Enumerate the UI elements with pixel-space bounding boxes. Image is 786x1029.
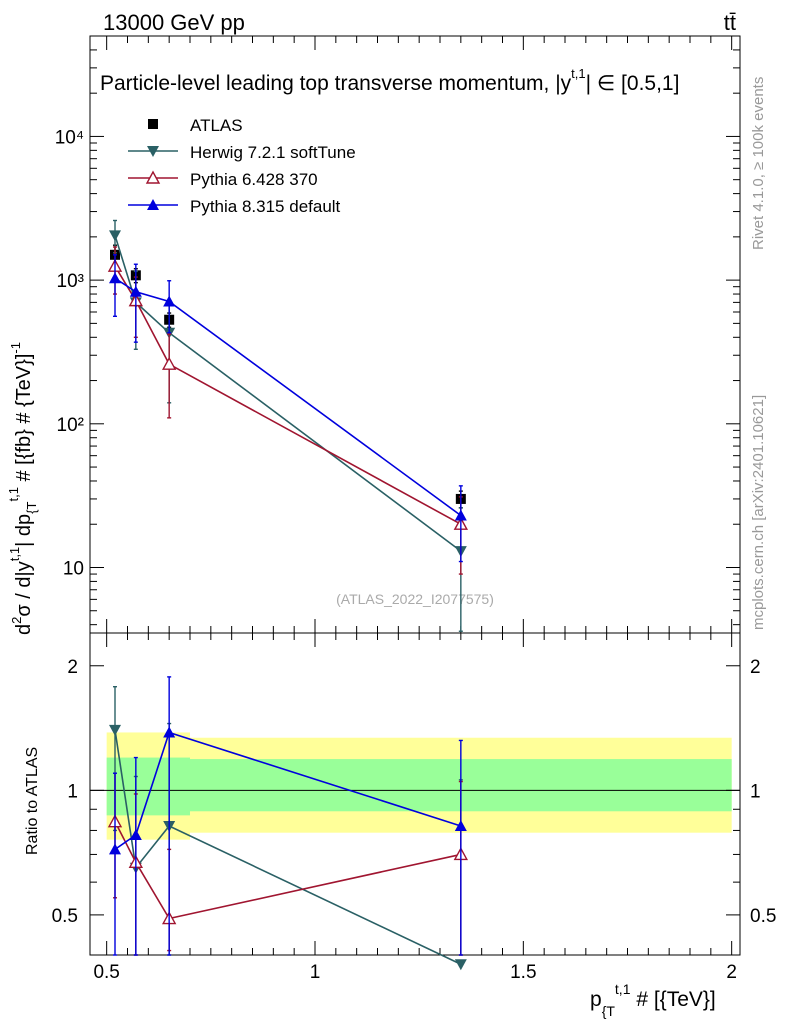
y-tick-label: 10 <box>63 558 84 579</box>
mcplots-label: mcplots.cern.ch [arXiv:2401.10621] <box>750 395 767 630</box>
main-panel: 10 10² 10³ 10⁴ (ATLAS_2022_I2077575) ATLAS Her… <box>55 35 741 634</box>
ylabel-part: {T <box>24 501 39 513</box>
data-point <box>148 119 158 129</box>
title-rest: | ∈ [0.5,1] <box>586 72 680 95</box>
x-tick-label: 0.5 <box>93 962 119 983</box>
uncertainty-band <box>106 757 190 816</box>
y-tick-label: 1 <box>67 781 78 802</box>
title-sym: y <box>561 72 572 95</box>
y-tick-label: 10² <box>57 415 84 436</box>
x-axis-label: p{T t,1 # [{TeV}] <box>590 981 716 1019</box>
x-tick-label: 1.5 <box>510 962 536 983</box>
rivet-label: Rivet 4.1.0, ≥ 100k events <box>750 77 767 250</box>
data-point <box>109 272 121 284</box>
ratio-panel: 0.5 0.5 1 1 2 2 0.5 1 1.5 2 <box>52 632 776 983</box>
series-line <box>114 731 462 851</box>
x-tick-label: 1 <box>310 962 321 983</box>
y-tick-label: 0.5 <box>52 906 78 927</box>
y-tick-label: 10³ <box>57 271 84 292</box>
y-tick-label-right: 1 <box>750 781 761 802</box>
data-point <box>129 828 142 840</box>
ylabel-part: t,1 <box>6 487 21 501</box>
ylabel-part: t,1 <box>7 547 22 561</box>
ylabel-part: σ / d|y <box>13 561 35 616</box>
data-point <box>109 724 121 736</box>
main-frame <box>89 35 741 634</box>
series-line <box>114 277 462 517</box>
legend: ATLAS Herwig 7.2.1 softTune Pythia 6.428 3… <box>128 116 356 216</box>
ratio-frame <box>89 632 741 956</box>
energy-label: 13000 GeV pp <box>103 10 245 35</box>
xlabel-part: p <box>590 988 602 1011</box>
process-label: tt̄ <box>724 10 736 35</box>
main-y-axis-label: d2σ / d|yt,1| dp{Tt,1 # [{fb} # {TeV}]-1 <box>6 342 39 635</box>
series-line <box>114 265 462 525</box>
series-herwig-7-2-1-softtune <box>109 219 467 632</box>
data-point <box>161 356 177 370</box>
title-sup: t,1 <box>571 66 585 81</box>
data-point <box>454 959 467 971</box>
ylabel-part: | dp <box>13 514 35 547</box>
y-tick-label: 10⁴ <box>55 127 84 148</box>
ylabel-part: 2 <box>9 617 24 624</box>
data-point <box>163 726 176 738</box>
data-point <box>109 843 121 855</box>
data-point <box>163 295 176 307</box>
data-point <box>147 146 159 157</box>
series-atlas <box>110 244 466 509</box>
xlabel-part: t,1 <box>615 981 631 997</box>
legend-label: Pythia 6.428 370 <box>190 170 318 189</box>
series-line <box>114 729 462 965</box>
main-title: Particle-level leading top transverse mo… <box>100 66 679 95</box>
data-point <box>147 199 159 210</box>
data-point <box>454 509 467 521</box>
data-point <box>454 819 467 831</box>
xlabel-part: {T <box>602 1003 616 1019</box>
ylabel-part: -1 <box>8 342 23 354</box>
xlabel-part: # [{TeV}] <box>631 988 716 1011</box>
legend-label: Herwig 7.2.1 softTune <box>190 143 356 162</box>
x-tick-label: 2 <box>726 962 737 983</box>
title-text: Particle-level leading top transverse mo… <box>100 72 561 95</box>
ylabel-part: # [{fb} # {TeV}] <box>13 354 35 487</box>
watermark: (ATLAS_2022_I2077575) <box>336 591 494 607</box>
data-point <box>145 170 161 184</box>
legend-label: ATLAS <box>190 116 243 135</box>
series-pythia-6-428-370 <box>107 246 469 575</box>
series-pythia-8-315-default <box>109 254 467 563</box>
legend-label: Pythia 8.315 default <box>190 197 341 216</box>
y-tick-label-right: 0.5 <box>750 906 776 927</box>
series-line <box>114 235 462 552</box>
y-tick-label-right: 2 <box>750 657 761 678</box>
y-tick-label: 2 <box>67 657 78 678</box>
ratio-y-axis-label: Ratio to ATLAS <box>24 747 41 855</box>
data-point <box>109 230 121 242</box>
data-point <box>129 285 142 297</box>
ratio-series-pythia-8-315-default <box>109 676 467 956</box>
ylabel-part: d <box>13 624 35 635</box>
